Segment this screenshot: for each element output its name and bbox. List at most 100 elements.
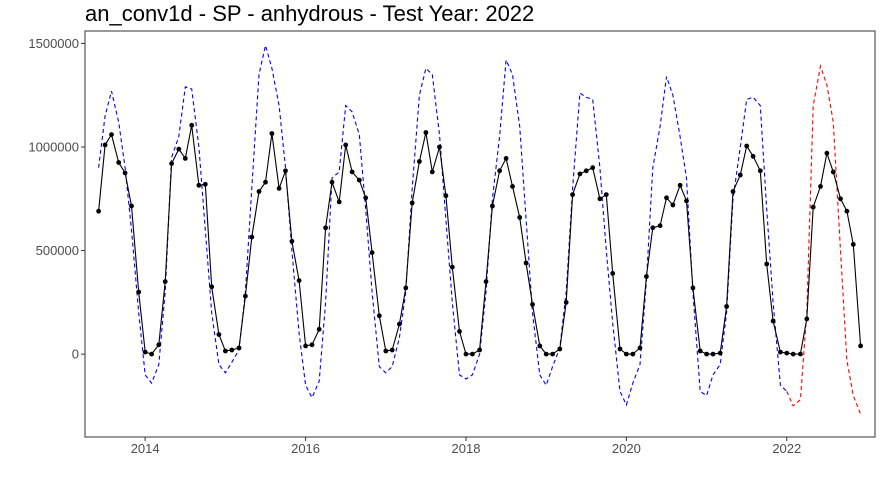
y-tick-label: 500000 — [36, 243, 79, 258]
data-point — [283, 168, 288, 174]
data-point — [477, 347, 482, 353]
data-point — [449, 264, 455, 270]
data-point — [236, 345, 242, 351]
data-point — [369, 250, 375, 256]
data-point — [710, 351, 716, 357]
data-point — [156, 342, 162, 348]
data-point — [858, 343, 863, 349]
data-point — [309, 342, 315, 348]
data-point — [510, 184, 515, 189]
data-point — [764, 261, 770, 267]
data-point — [343, 142, 349, 148]
data-point — [116, 160, 122, 165]
data-point — [610, 271, 616, 276]
x-axis: 2014 2016 2018 2020 2022 — [131, 437, 801, 456]
data-point — [182, 156, 188, 161]
data-point — [263, 179, 268, 185]
series-line-1 — [98, 45, 788, 407]
data-point — [543, 351, 549, 357]
data-point — [463, 351, 469, 357]
data-point — [423, 130, 429, 135]
data-point — [597, 196, 603, 202]
data-point — [730, 189, 736, 194]
data-point — [503, 156, 509, 161]
data-point — [784, 350, 790, 356]
data-point — [523, 260, 529, 266]
data-point — [457, 329, 462, 334]
data-point — [397, 321, 402, 327]
data-point — [483, 279, 489, 284]
data-point — [443, 193, 449, 199]
data-point — [142, 349, 148, 355]
data-point — [149, 351, 155, 357]
data-point — [637, 345, 643, 351]
data-point — [409, 200, 415, 206]
data-point — [109, 132, 114, 138]
data-point — [810, 204, 816, 210]
data-point — [850, 242, 856, 247]
data-point — [316, 326, 322, 332]
data-point — [497, 168, 502, 174]
data-point — [804, 316, 810, 322]
data-point — [670, 202, 676, 208]
series-line-2 — [786, 64, 862, 415]
data-point — [778, 349, 783, 355]
x-tick-label: 2016 — [291, 441, 320, 456]
data-point — [96, 208, 101, 214]
data-point — [417, 159, 422, 164]
data-point — [517, 215, 523, 220]
data-point — [169, 161, 175, 167]
data-point — [737, 172, 743, 178]
data-point — [303, 343, 308, 349]
data-point — [770, 318, 776, 324]
data-point — [323, 225, 328, 231]
data-point — [750, 153, 756, 159]
data-point — [677, 182, 683, 188]
data-point — [383, 348, 389, 354]
data-point — [818, 184, 823, 189]
data-point — [490, 203, 495, 209]
data-point — [209, 284, 215, 290]
x-tick-label: 2014 — [131, 441, 160, 456]
data-point — [122, 170, 128, 176]
data-point — [590, 165, 596, 171]
data-point — [704, 351, 709, 357]
data-point — [289, 238, 295, 244]
data-point — [650, 225, 656, 231]
data-point — [684, 198, 689, 204]
data-point — [690, 285, 696, 291]
plot-panel — [84, 30, 876, 438]
data-point — [630, 351, 636, 357]
data-point — [376, 313, 382, 319]
data-point — [838, 196, 843, 202]
data-point — [563, 300, 569, 305]
data-point — [389, 347, 395, 353]
data-point — [102, 142, 108, 148]
data-point — [223, 348, 228, 354]
data-point — [356, 177, 362, 183]
data-point — [664, 195, 669, 201]
data-point — [176, 146, 182, 152]
data-point — [276, 186, 282, 191]
data-point — [537, 343, 543, 349]
data-point — [570, 192, 575, 198]
data-point — [557, 346, 563, 352]
chart-title: an_conv1d - SP - anhydrous - Test Year: … — [85, 1, 535, 26]
data-point — [162, 279, 168, 284]
y-tick-label: 0 — [72, 347, 79, 362]
data-point — [824, 150, 830, 156]
data-point — [196, 182, 202, 188]
data-point — [644, 274, 649, 279]
x-tick-label: 2022 — [772, 441, 801, 456]
data-point — [844, 208, 850, 214]
data-point — [136, 289, 142, 295]
data-point — [583, 168, 589, 174]
y-tick-label: 1000000 — [28, 140, 79, 155]
data-point — [249, 234, 255, 240]
data-point — [363, 195, 369, 201]
x-tick-label: 2020 — [612, 441, 641, 456]
data-point — [437, 144, 442, 150]
data-point — [657, 223, 663, 229]
data-point — [229, 347, 235, 353]
